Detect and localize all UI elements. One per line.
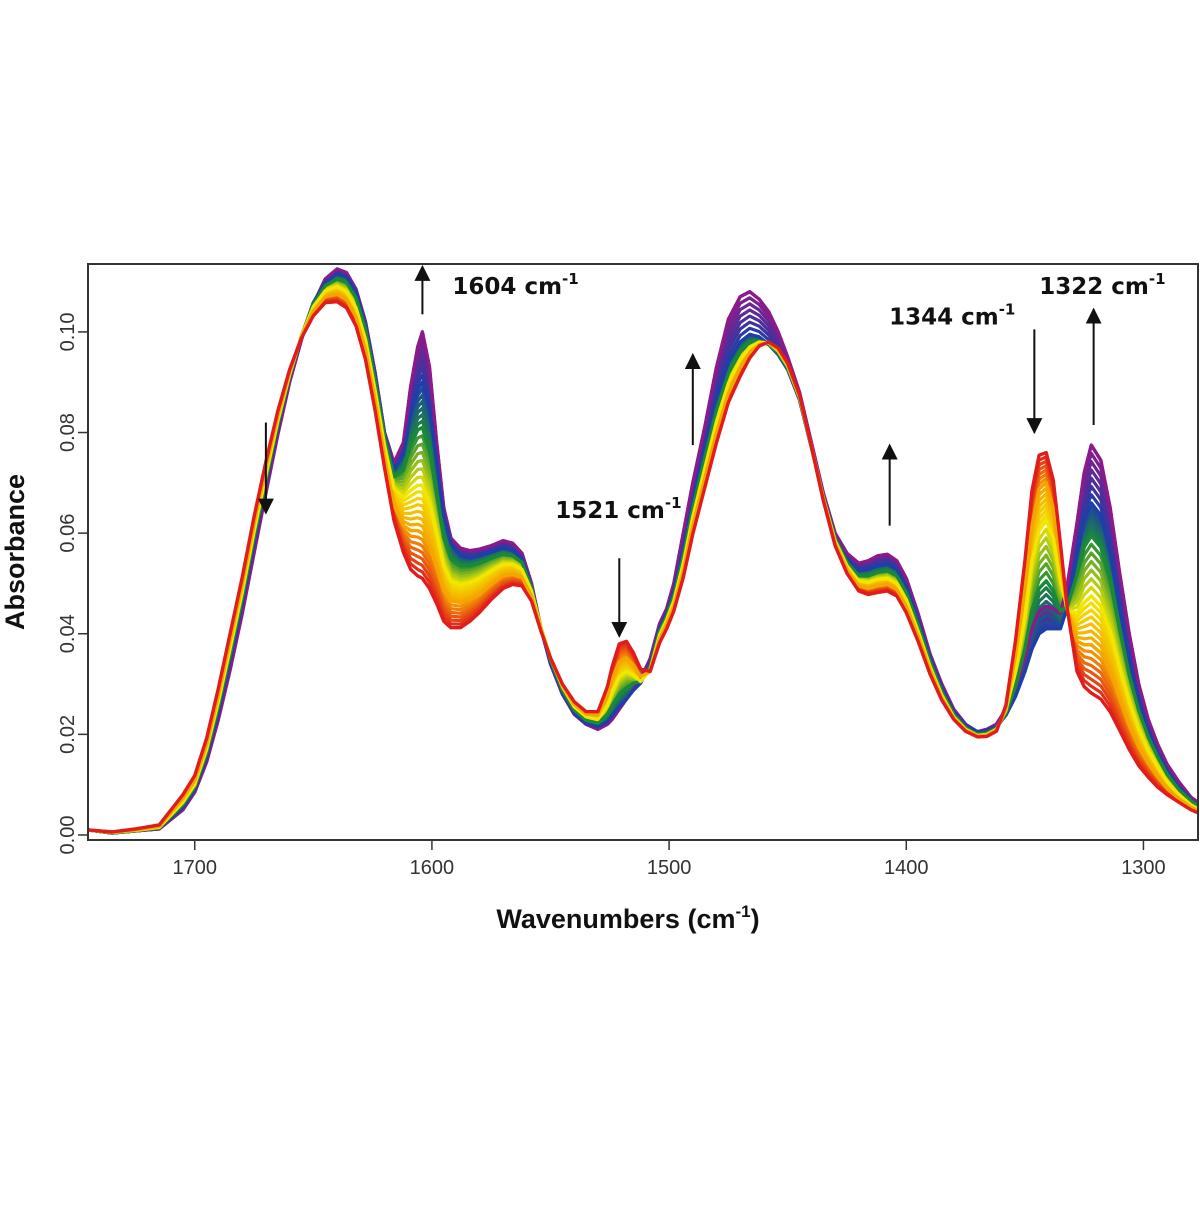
x-tick-label: 1500 (647, 857, 692, 879)
peak-annotation: 1322 cm-1 (1039, 270, 1165, 300)
spectrum-series-line (88, 300, 1198, 834)
x-axis-title: Wavenumbers (cm-1) (496, 902, 759, 934)
spectrum-series-line (88, 292, 1198, 835)
annotation-layer: 1604 cm-1 1521 cm-1 1344 cm-1 1322 cm-1 (452, 270, 1165, 524)
y-axis: 0.00 0.02 0.04 0.06 0.08 0.10 (57, 312, 88, 854)
plot-frame (87, 263, 1199, 841)
y-tick-label: 0.06 (57, 514, 79, 553)
y-axis-title: Absorbance (0, 474, 30, 630)
peak-annotation: 1344 cm-1 (889, 300, 1015, 330)
y-tick-label: 0.00 (57, 816, 79, 855)
x-tick-label: 1300 (1121, 857, 1166, 879)
y-tick-label: 0.08 (57, 413, 79, 452)
x-axis: 1700 1600 1500 1400 1300 (172, 840, 1166, 879)
x-tick-label: 1700 (172, 857, 217, 879)
x-tick-label: 1400 (884, 857, 929, 879)
y-tick-label: 0.04 (57, 614, 79, 653)
x-tick-label: 1600 (410, 857, 455, 879)
y-tick-label: 0.02 (57, 715, 79, 754)
peak-annotation: 1521 cm-1 (555, 494, 681, 524)
peak-annotation: 1604 cm-1 (452, 270, 578, 300)
arrow-layer (257, 264, 1102, 638)
series-layer (88, 267, 1198, 835)
y-tick-label: 0.10 (57, 312, 79, 351)
